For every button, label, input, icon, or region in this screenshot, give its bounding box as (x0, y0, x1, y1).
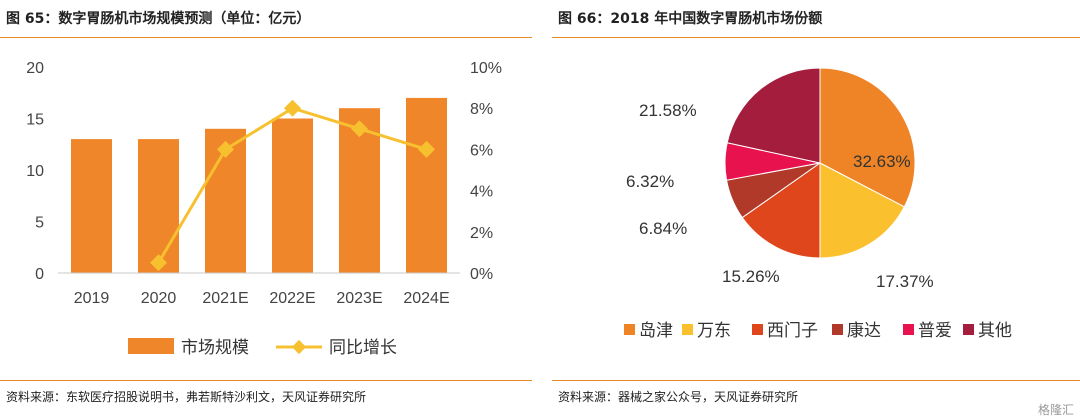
legend-label: 岛津 (639, 321, 673, 340)
left-axis-tick-label: 5 (35, 215, 44, 232)
pie-value-label: 32.63% (853, 152, 911, 171)
left-panel: 图 65：数字胃肠机市场规模预测（单位：亿元） 0 5 10 15 20 0% 2% 4% 6%… (0, 0, 532, 420)
left-chart-title: 图 65：数字胃肠机市场规模预测（单位：亿元） (6, 11, 311, 27)
legend-label: 万东 (697, 321, 731, 340)
right-panel: 图 66：2018 年中国数字胃肠机市场份额 32.63% 17.37% 15.26… (552, 0, 1080, 420)
growth-point (150, 254, 167, 272)
right-axis-tick-label: 0% (470, 266, 493, 283)
legend-swatch (903, 324, 914, 335)
left-axis-tick-label: 15 (26, 112, 44, 129)
x-axis-tick-label: 2019 (74, 290, 110, 307)
right-axis-tick-label: 4% (470, 184, 493, 201)
pie-chart: 32.63% 17.37% 15.26% 6.84% 6.32% 21.58% 岛津 万东 西门… (624, 67, 1012, 340)
left-source: 资料来源：东软医疗招股说明书，弗若斯特沙利文，天风证券研究所 (6, 390, 367, 404)
legend-label: 康达 (847, 321, 881, 340)
right-source-rule (552, 380, 1080, 381)
left-title-rule (0, 37, 532, 38)
x-axis-tick-label: 2024E (403, 290, 449, 307)
right-chart-title: 图 66：2018 年中国数字胃肠机市场份额 (558, 11, 823, 27)
pie-value-label: 6.32% (626, 172, 674, 191)
right-title-rule (552, 37, 1080, 38)
x-axis-tick-label: 2022E (269, 290, 315, 307)
bar (71, 139, 112, 273)
legend-label: 其他 (978, 321, 1012, 340)
right-axis-tick-label: 8% (470, 101, 493, 118)
x-axis-tick-label: 2023E (336, 290, 382, 307)
left-axis-tick-label: 10 (26, 163, 44, 180)
right-axis-tick-label: 10% (470, 60, 502, 77)
left-axis-tick-label: 20 (26, 60, 44, 77)
legend-label: 普爱 (918, 321, 952, 340)
x-axis-tick-label: 2021E (202, 290, 248, 307)
pie-value-label: 17.37% (876, 272, 934, 291)
x-axis-tick-label: 2020 (141, 290, 177, 307)
pie-slice (819, 67, 916, 208)
legend-swatch (624, 324, 635, 335)
pie-value-label: 15.26% (722, 267, 780, 286)
bar (272, 118, 313, 273)
legend-label: 西门子 (767, 321, 818, 340)
pie-value-label: 21.58% (639, 101, 697, 120)
legend-label-line: 同比增长 (329, 338, 397, 357)
left-axis-tick-label: 0 (35, 266, 44, 283)
legend-swatch (832, 324, 843, 335)
legend-swatch (963, 324, 974, 335)
right-axis-tick-label: 2% (470, 225, 493, 242)
watermark: 格隆汇 (1037, 403, 1074, 417)
left-source-rule (0, 380, 532, 381)
growth-point (284, 99, 301, 117)
legend-swatch-marker (291, 339, 307, 355)
legend-label-bar: 市场规模 (181, 338, 249, 357)
bar-line-chart: 0 5 10 15 20 0% 2% 4% 6% 8% 10% 2019 2020 2021E 2022E 2… (26, 60, 502, 357)
bar (406, 97, 447, 274)
legend-swatch (752, 324, 763, 335)
pie-slice (819, 162, 905, 259)
pie-value-label: 6.84% (639, 219, 687, 238)
legend-swatch-bar (128, 338, 174, 354)
legend-swatch (682, 324, 693, 335)
right-source: 资料来源：器械之家公众号，天风证券研究所 (558, 390, 799, 404)
bar (138, 139, 179, 273)
pie-slice (726, 67, 821, 164)
right-axis-tick-label: 6% (470, 142, 493, 159)
pie-slice (741, 162, 821, 259)
